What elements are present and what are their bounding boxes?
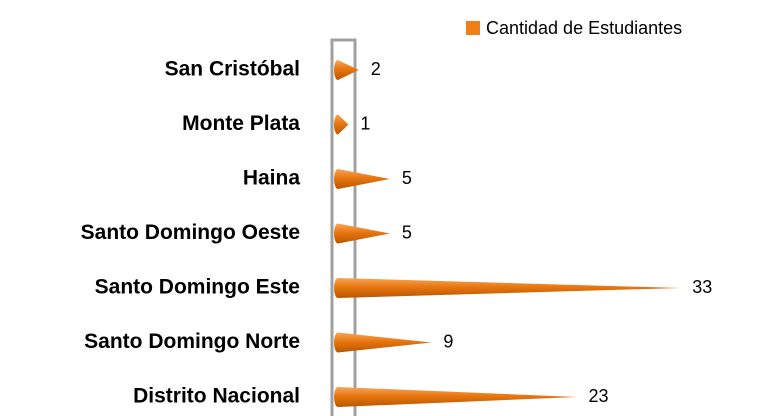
y-tick-label: Santo Domingo Oeste	[81, 221, 300, 244]
y-tick-label: Haina	[243, 167, 301, 190]
y-tick-label: Distrito Nacional	[133, 385, 300, 408]
data-label: 1	[360, 113, 370, 133]
bar	[334, 332, 432, 353]
bar	[334, 114, 349, 135]
bar	[334, 169, 390, 189]
data-label: 33	[692, 277, 712, 297]
bar	[334, 223, 390, 244]
data-label: 5	[402, 222, 412, 242]
data-label: 23	[589, 386, 609, 406]
y-tick-label: San Cristóbal	[165, 58, 300, 81]
bar	[334, 60, 359, 80]
legend-label: Cantidad de Estudiantes	[486, 18, 682, 38]
data-label: 2	[371, 59, 381, 79]
bar	[334, 278, 681, 298]
y-tick-label: Monte Plata	[182, 112, 300, 135]
data-label: 5	[402, 168, 412, 188]
bar	[334, 387, 577, 407]
y-tick-label: Santo Domingo Norte	[84, 330, 300, 353]
data-label: 9	[443, 331, 453, 351]
legend-swatch	[466, 21, 480, 35]
y-tick-label: Santo Domingo Este	[95, 276, 300, 299]
